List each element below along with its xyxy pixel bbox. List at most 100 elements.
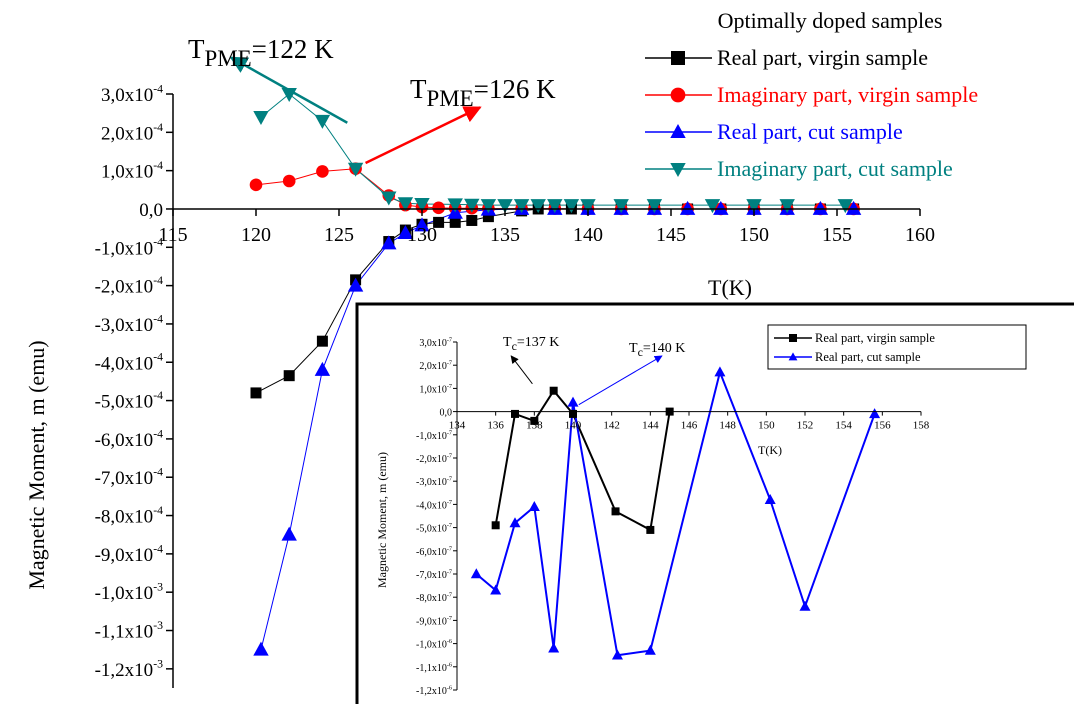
main-x-tick-label: 115	[158, 224, 187, 246]
inset-annotation-label: Tc=137 K	[503, 335, 559, 353]
main-plot: 3,0x10-4 2,0x10-4 1,0x10-4 0,0 -1,0x10-4 -2,0…	[24, 8, 978, 688]
main-annotation-label: TPME=126 K	[410, 74, 556, 111]
main-point-series-3	[253, 111, 269, 126]
main-y-tick-label: 0,0	[139, 200, 163, 221]
inset-x-tick-label: 146	[681, 420, 698, 432]
inset-x-tick-label: 152	[797, 420, 814, 432]
inset-point-series-1	[567, 396, 579, 407]
main-x-tick-label: 145	[656, 224, 686, 246]
main-point-series-3	[497, 199, 513, 214]
inset-x-tick-label: 134	[449, 420, 466, 432]
inset-point-series-1	[548, 642, 560, 653]
inset-point-series-0	[646, 525, 655, 534]
main-y-tick-label: -7,0x10-4	[95, 466, 163, 490]
inset-x-tick-label: 154	[835, 420, 852, 432]
main-point-series-3	[480, 199, 497, 214]
inset-legend: Real part, virgin sample Real part, cut s…	[767, 324, 1027, 370]
inset-y-tick-label: -1,0x10-7	[416, 429, 452, 442]
inset-x-tick-label: 158	[913, 420, 930, 432]
main-point-series-1	[282, 174, 296, 188]
main-legend-label: Imaginary part, virgin sample	[717, 82, 978, 107]
inset-point-series-0	[530, 416, 539, 425]
inset-y-tick-label: -7,0x10-7	[416, 569, 452, 582]
main-y-tick-label: 3,0x10-4	[101, 82, 163, 106]
main-point-series-0	[316, 335, 328, 347]
main-y-tick-label: -1,2x10-3	[95, 657, 163, 681]
inset-x-tick-label: 136	[487, 420, 504, 432]
main-point-series-2	[281, 526, 297, 541]
main-point-series-2	[679, 200, 696, 215]
main-y-ticks: 3,0x10-4 2,0x10-4 1,0x10-4 0,0 -1,0x10-4 -2,0…	[95, 82, 173, 681]
inset-x-axis-label: T(K)	[758, 443, 782, 457]
main-point-series-3	[314, 114, 331, 129]
main-y-tick-label: -1,1x10-3	[95, 619, 163, 643]
main-point-series-3	[381, 191, 397, 206]
inset-point-series-0	[611, 507, 620, 516]
main-point-series-3	[613, 199, 629, 214]
inset-series-line-1	[475, 368, 876, 657]
inset-x-tick-label: 140	[565, 420, 582, 432]
main-point-series-2	[381, 235, 397, 250]
main-point-series-0	[466, 214, 478, 226]
main-point-series-1	[432, 201, 445, 215]
inset-y-tick-label: 1,0x10-7	[419, 383, 452, 396]
main-point-series-0	[482, 211, 494, 223]
inset-y-tick-label: -2,0x10-7	[416, 453, 452, 466]
main-y-tick-label: 1,0x10-4	[101, 159, 163, 183]
main-point-series-2	[314, 361, 331, 376]
main-x-tick-label: 130	[407, 224, 437, 246]
inset-point-series-1	[490, 584, 502, 595]
inset-legend-label: Real part, virgin sample	[815, 331, 935, 345]
main-legend: Optimally doped samples Real part, virgi…	[645, 8, 978, 181]
main-y-tick-label: -5,0x10-4	[95, 389, 163, 413]
inset-x-tick-label: 142	[603, 420, 620, 432]
inset-y-tick-label: -1,0x10-6	[416, 638, 452, 651]
inset-point-series-1	[764, 494, 776, 505]
inset-series-layer	[470, 366, 881, 660]
inset-y-tick-label: -8,0x10-7	[416, 592, 452, 605]
main-y-tick-label: -9,0x10-4	[95, 542, 163, 566]
inset-y-tick-label: 2,0x10-7	[419, 360, 452, 373]
main-point-series-1	[316, 165, 329, 178]
inset-legend-label: Real part, cut sample	[815, 350, 921, 364]
main-point-series-1	[249, 178, 263, 192]
main-x-tick-label: 125	[324, 224, 354, 246]
inset-point-series-1	[611, 649, 623, 660]
main-series-line-3	[260, 93, 846, 206]
inset-annotation-arrow	[578, 355, 663, 406]
main-y-tick-label: -1,0x10-3	[95, 581, 163, 605]
inset-y-tick-label: 3,0x10-7	[419, 337, 452, 350]
inset-point-series-1	[528, 500, 540, 511]
main-point-series-2	[253, 641, 269, 656]
main-point-series-3	[547, 199, 563, 214]
inset-point-series-1	[869, 408, 881, 419]
main-point-series-2	[812, 200, 829, 215]
inset-x-tick-label: 148	[719, 420, 736, 432]
main-x-axis-label: T(K)	[708, 275, 752, 300]
inset-legend-marker	[788, 352, 798, 361]
inset-point-series-0	[511, 409, 519, 418]
inset-point-series-1	[714, 366, 726, 377]
main-point-series-0	[283, 370, 295, 382]
inset-legend-marker	[789, 334, 797, 342]
main-annotation-arrow	[229, 56, 348, 124]
inset-frame	[355, 302, 1074, 704]
main-point-series-2	[845, 200, 862, 215]
main-point-series-0	[449, 216, 461, 228]
main-point-series-0	[250, 387, 262, 399]
main-y-tick-label: -1,0x10-4	[95, 236, 163, 260]
main-legend-label: Imaginary part, cut sample	[717, 156, 953, 181]
main-point-series-3	[563, 199, 580, 214]
inset-annotation-label: Tc=140 K	[629, 341, 685, 359]
main-y-tick-label: -2,0x10-4	[95, 274, 163, 298]
inset-plot: 3,0x10-7 2,0x10-7 1,0x10-7 0,0 -1,0x10-7 -2,0…	[355, 302, 1074, 704]
main-y-tick-label: -4,0x10-4	[95, 351, 163, 375]
inset-y-tick-label: -5,0x10-7	[416, 522, 452, 535]
main-point-series-3	[447, 198, 463, 213]
inset-y-tick-label: -1,2x10-6	[416, 685, 452, 698]
main-x-tick-label: 140	[573, 224, 603, 246]
inset-point-series-0	[549, 386, 558, 395]
main-point-series-0	[433, 216, 445, 228]
main-legend-marker	[670, 87, 686, 103]
